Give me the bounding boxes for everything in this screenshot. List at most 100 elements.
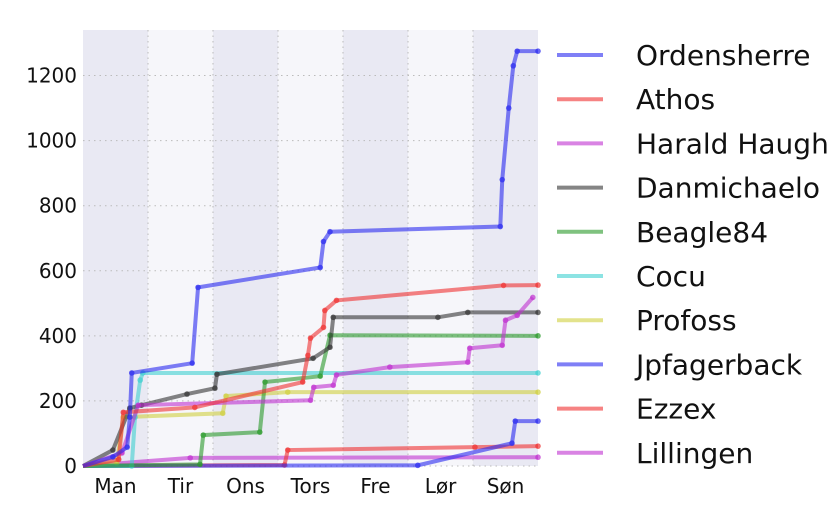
data-point: [124, 444, 130, 450]
data-point: [320, 238, 327, 245]
data-point: [330, 382, 337, 389]
data-point: [327, 344, 333, 351]
legend-label: Beagle84: [636, 216, 768, 249]
data-point: [535, 389, 541, 395]
legend-label: Athos: [636, 83, 715, 116]
data-point: [305, 352, 311, 359]
legend-label: Lillingen: [636, 437, 753, 470]
legend: Ordensherre Athos Harald Haugh Danmichaelo B…: [557, 39, 827, 470]
data-point: [192, 404, 198, 411]
legend-label: Cocu: [636, 260, 706, 293]
legend-label: Danmichaelo: [636, 172, 820, 205]
data-point: [320, 324, 327, 331]
data-point: [535, 454, 541, 461]
data-point: [535, 309, 541, 316]
data-point: [137, 377, 143, 383]
data-point: [212, 385, 218, 392]
data-point: [514, 312, 520, 319]
data-point: [307, 335, 314, 341]
data-point: [333, 297, 340, 304]
x-tick-label: Tir: [167, 474, 194, 498]
data-point: [535, 443, 541, 449]
series-line: [82, 49, 538, 468]
data-point: [128, 370, 135, 376]
data-point: [197, 461, 203, 468]
series-athos: [82, 282, 541, 468]
data-point: [505, 105, 512, 111]
data-point: [307, 397, 314, 404]
y-tick-label: 0: [64, 454, 77, 478]
data-point: [465, 309, 471, 316]
y-tick-label: 400: [39, 324, 77, 348]
series-lines: [82, 48, 541, 469]
data-point: [299, 379, 306, 385]
series-beagle84: [82, 332, 541, 468]
data-point: [223, 393, 229, 399]
data-point: [502, 317, 509, 324]
series-line: [82, 296, 535, 468]
data-point: [465, 359, 471, 366]
series-jpfagerback: [82, 418, 541, 469]
data-point: [214, 371, 220, 378]
data-point: [310, 384, 317, 391]
data-point: [535, 282, 541, 288]
data-point: [514, 48, 520, 54]
data-point: [322, 307, 328, 314]
legend-label: Harald Haugh: [636, 127, 827, 160]
x-tick-label: Ons: [226, 474, 265, 498]
data-point: [195, 284, 201, 291]
data-point: [284, 389, 291, 395]
data-point: [512, 418, 519, 424]
y-tick-label: 800: [39, 194, 77, 218]
data-point: [317, 373, 324, 379]
data-point: [257, 429, 263, 435]
x-tick-label: Lør: [425, 474, 457, 498]
data-point: [535, 48, 541, 54]
series-line: [82, 333, 539, 468]
data-point: [530, 294, 536, 301]
data-point: [472, 444, 478, 450]
data-point: [497, 223, 504, 230]
data-point: [115, 456, 122, 463]
x-tick-label: Tors: [290, 474, 331, 498]
data-point: [499, 176, 506, 183]
data-point: [184, 391, 190, 397]
data-point: [189, 360, 195, 366]
legend-label: Jpfagerback: [634, 348, 803, 381]
data-point: [535, 333, 541, 339]
series-ordensherre: [82, 48, 541, 468]
data-point: [310, 355, 316, 362]
data-point: [110, 454, 116, 460]
legend-label: Ordensherre: [636, 39, 811, 72]
data-point: [414, 462, 421, 469]
data-point: [200, 432, 207, 438]
y-tick-label: 1200: [26, 64, 77, 88]
x-tick-labels: Man Tir Ons Tors Fre Lør Søn: [94, 474, 524, 498]
series-line: [82, 283, 539, 468]
data-point: [509, 440, 515, 447]
data-point: [317, 264, 324, 271]
legend-label: Ezzex: [636, 393, 716, 426]
data-point: [387, 364, 393, 370]
data-point: [219, 410, 226, 417]
data-point: [466, 345, 473, 352]
data-point: [120, 409, 127, 416]
data-point: [262, 379, 268, 385]
data-point: [330, 314, 337, 321]
data-point: [284, 447, 291, 453]
data-point: [535, 418, 541, 424]
y-tick-label: 600: [39, 259, 77, 283]
y-tick-labels: 0 200 400 600 800 1000 1200: [26, 64, 77, 478]
x-tick-label: Man: [94, 474, 136, 498]
data-point: [510, 62, 517, 69]
x-tick-label: Søn: [487, 474, 525, 498]
day-band: [473, 30, 538, 466]
data-point: [435, 314, 441, 321]
data-point: [127, 414, 133, 420]
y-tick-label: 200: [39, 389, 77, 413]
legend-label: Profoss: [636, 304, 737, 337]
data-point: [327, 228, 333, 235]
data-point: [333, 372, 340, 378]
data-point: [135, 402, 142, 408]
